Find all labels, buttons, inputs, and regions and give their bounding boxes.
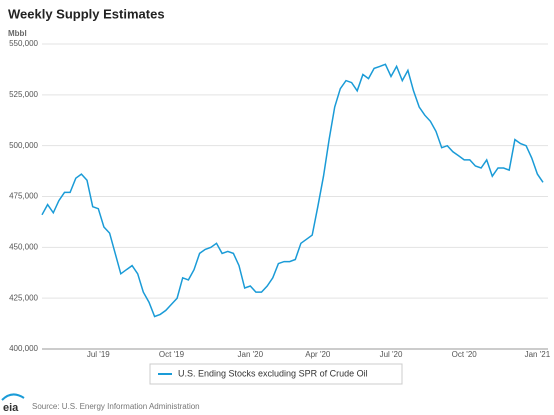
x-tick-label: Oct '20	[452, 350, 478, 359]
logo-text: eia	[3, 402, 19, 414]
y-unit: Mbbl	[8, 29, 27, 38]
y-tick-label: 500,000	[9, 141, 38, 150]
x-tick-label: Jul '20	[380, 350, 403, 359]
y-tick-label: 475,000	[9, 192, 38, 201]
y-tick-label: 550,000	[9, 39, 38, 48]
x-tick-label: Oct '19	[159, 350, 185, 359]
x-tick-label: Apr '20	[305, 350, 331, 359]
logo: eia	[1, 393, 25, 414]
logo-swoosh	[1, 393, 25, 401]
x-tick-label: Jul '19	[87, 350, 110, 359]
legend-box	[149, 363, 403, 385]
y-tick-label: 450,000	[9, 242, 38, 251]
x-tick-label: Jan '20	[238, 350, 264, 359]
y-tick-label: 525,000	[9, 90, 38, 99]
source: Source: U.S. Energy Information Administ…	[32, 402, 200, 411]
chart-title: Weekly Supply Estimates	[8, 6, 165, 21]
y-tick-label: 400,000	[9, 344, 38, 353]
x-tick-label: Jan '21	[525, 350, 551, 359]
y-tick-label: 425,000	[9, 293, 38, 302]
legend-label: U.S. Ending Stocks excluding SPR of Crud…	[178, 368, 368, 378]
series-line	[41, 63, 544, 318]
